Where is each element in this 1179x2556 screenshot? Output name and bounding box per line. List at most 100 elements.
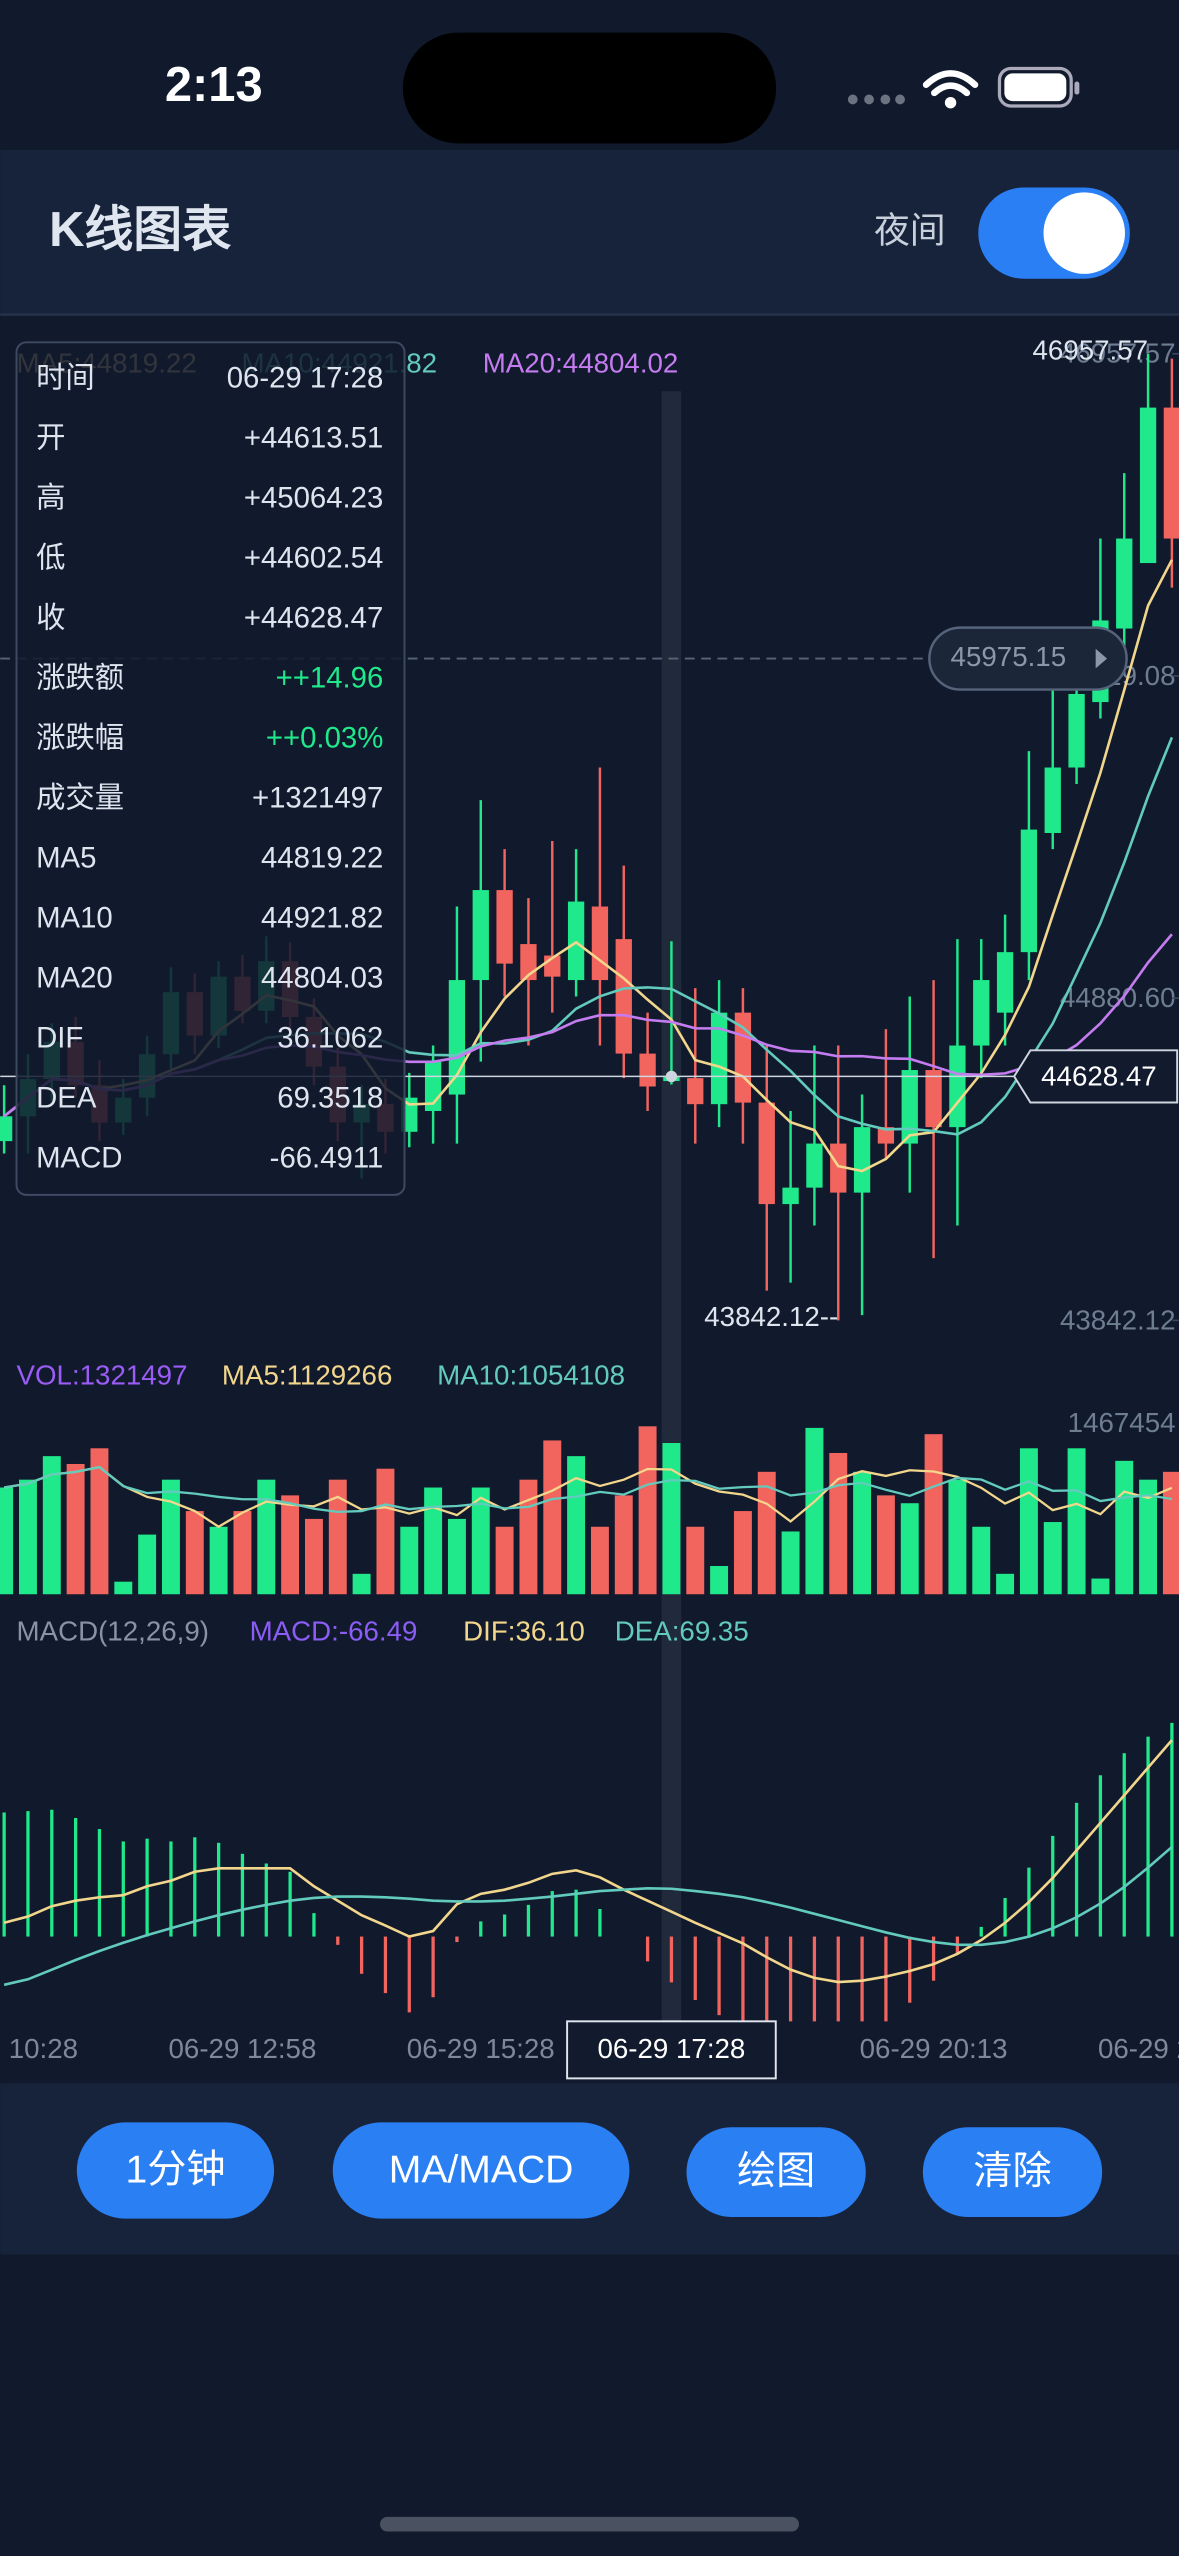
macd-pane (2, 1722, 1174, 2022)
macd-bar (645, 1936, 650, 1962)
crosshair-time-box (566, 2020, 777, 2080)
volume-bar (18, 1479, 37, 1595)
macd-bar (836, 1936, 840, 2022)
y-tick-label: 43842.12 (1060, 1304, 1176, 1335)
tooltip-value: +45064.23 (244, 482, 383, 515)
macd-bar (765, 1936, 769, 2022)
battery-level (1004, 73, 1067, 102)
macd-bar (693, 1936, 697, 2000)
battery (997, 66, 1073, 108)
volume-bar (138, 1534, 157, 1595)
candle-body (710, 1012, 728, 1105)
macd-bar (788, 1936, 793, 2022)
clock: 2:13 (165, 58, 263, 112)
volume-bar (567, 1456, 586, 1595)
volume-label: MA10:1054108 (437, 1360, 625, 1391)
tooltip-value: ++0.03% (266, 721, 383, 754)
night-toggle[interactable] (978, 187, 1130, 279)
toolbar-button-label[interactable]: MA/MACD (389, 2148, 574, 2191)
tooltip-label: DIF (36, 1021, 83, 1054)
macd-bar (1122, 1753, 1126, 1937)
macd-bar (1003, 1897, 1007, 1937)
candle-body (639, 1053, 656, 1087)
toolbar-button[interactable] (686, 2127, 866, 2217)
volume-bar (1139, 1479, 1158, 1595)
candle-body (877, 1127, 895, 1144)
candle-body (1163, 407, 1179, 539)
macd-bar (669, 1936, 674, 1983)
candle-body (925, 1070, 942, 1128)
volume-bar (519, 1479, 538, 1595)
tooltip-value: +44628.47 (244, 602, 383, 635)
tooltip-value: 44804.03 (261, 961, 383, 994)
macd-bar (26, 1811, 30, 1937)
macd-label: DIF:36.10 (463, 1616, 585, 1647)
toolbar-button[interactable] (332, 2122, 630, 2219)
tooltip-value: ++14.96 (276, 662, 384, 695)
volume-bar (1067, 1448, 1086, 1595)
volume-bar (757, 1471, 776, 1595)
macd-bar (1146, 1736, 1150, 1937)
volume-bar (1115, 1460, 1134, 1595)
volume-bar (281, 1495, 300, 1595)
toolbar-button-label[interactable]: 绘图 (737, 2150, 815, 2193)
macd-label: MACD:-66.49 (250, 1616, 418, 1647)
tooltip-label: MA10 (36, 901, 113, 934)
macd-bar (97, 1829, 102, 1937)
ma-label: MA20:44804.02 (483, 347, 679, 378)
price-pill-arrow (1095, 648, 1108, 669)
macd-bar (931, 1936, 936, 1981)
macd-bar (574, 1889, 578, 1937)
candle-body (615, 939, 632, 1054)
macd-bar (598, 1908, 602, 1937)
macd-bar (169, 1841, 173, 1937)
y-tick-label: 46957.57 (1060, 338, 1176, 369)
volume-bar (66, 1463, 85, 1595)
night-label: 夜间 (874, 211, 946, 251)
candle-body (0, 1116, 13, 1142)
volume-bar (638, 1426, 657, 1595)
volume-bar (495, 1526, 514, 1595)
close-pill-text: 44628.47 (1041, 1060, 1157, 1091)
candle-body (591, 906, 609, 981)
price-pill (928, 626, 1128, 691)
volume-bar (853, 1471, 872, 1595)
volume-bar (614, 1495, 633, 1595)
candle-body (1068, 693, 1085, 768)
toolbar-button-label[interactable]: 清除 (973, 2150, 1051, 2193)
tooltip-label: 收 (36, 602, 65, 635)
macd-bar (73, 1818, 78, 1937)
macd-bar (2, 1812, 6, 1937)
candle-body (758, 1102, 775, 1205)
toolbar-button-label[interactable]: 1分钟 (125, 2148, 225, 2191)
macd-bar (359, 1936, 364, 1974)
macd-bar (1051, 1835, 1055, 1937)
macd-bar (193, 1837, 197, 1937)
x-tick-label: 06-29 22:43 (1098, 2033, 1179, 2064)
header-title: K线图表 (49, 203, 231, 257)
volume-label: MA5:1129266 (222, 1360, 392, 1391)
candle-body (1020, 829, 1038, 953)
toolbar-button[interactable] (922, 2127, 1103, 2217)
volume-bar (424, 1487, 443, 1595)
macd-bar (1074, 1802, 1079, 1937)
crosshair-band (661, 391, 682, 2022)
macd-bar (312, 1913, 316, 1937)
toolbar-button[interactable] (76, 2122, 275, 2219)
candle-body (496, 890, 513, 964)
candle-body (901, 1070, 918, 1144)
price-pill-text: 45975.15 (951, 641, 1067, 672)
candle-body (567, 901, 585, 981)
volume-bar (352, 1573, 371, 1595)
candle-body (687, 1078, 704, 1105)
candle-body (1044, 767, 1061, 833)
x-tick-label: 06-29 15:28 (407, 2033, 555, 2064)
volume-bar (876, 1495, 895, 1595)
tooltip-label: 开 (36, 422, 65, 455)
x-tick-label: 06-29 20:13 (860, 2033, 1008, 2064)
volume-bar (781, 1531, 800, 1595)
tooltip-label: 低 (36, 542, 65, 575)
tooltip-label: MA20 (36, 961, 113, 994)
macd-bar (502, 1914, 507, 1937)
chart: 46957.5745919.0844880.6043842.12MA5:4481… (0, 334, 1179, 2080)
